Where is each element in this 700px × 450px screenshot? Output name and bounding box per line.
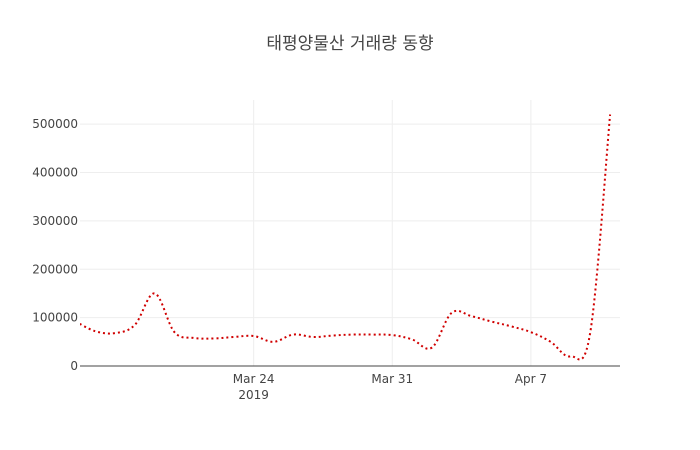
x-tick-label: Mar 31 bbox=[371, 372, 413, 386]
line-layer bbox=[80, 114, 612, 361]
grid-layer bbox=[80, 100, 620, 366]
y-tick-label: 500000 bbox=[32, 117, 78, 131]
chart-title: 태평양물산 거래량 동향 bbox=[266, 34, 433, 54]
y-tick-label: 400000 bbox=[32, 166, 78, 180]
axis-layer: 0 100000 200000 300000 400000 500000 Mar 24 201… bbox=[32, 117, 620, 402]
y-tick-label: 200000 bbox=[32, 262, 78, 276]
x-tick-year-label: 2019 bbox=[238, 388, 269, 402]
x-tick-label: Apr 7 bbox=[515, 372, 547, 386]
volume-series-line bbox=[80, 114, 612, 361]
y-tick-label: 100000 bbox=[32, 311, 78, 325]
y-tick-label: 300000 bbox=[32, 214, 78, 228]
x-tick-label: Mar 24 bbox=[233, 372, 275, 386]
y-tick-label: 0 bbox=[70, 359, 78, 373]
